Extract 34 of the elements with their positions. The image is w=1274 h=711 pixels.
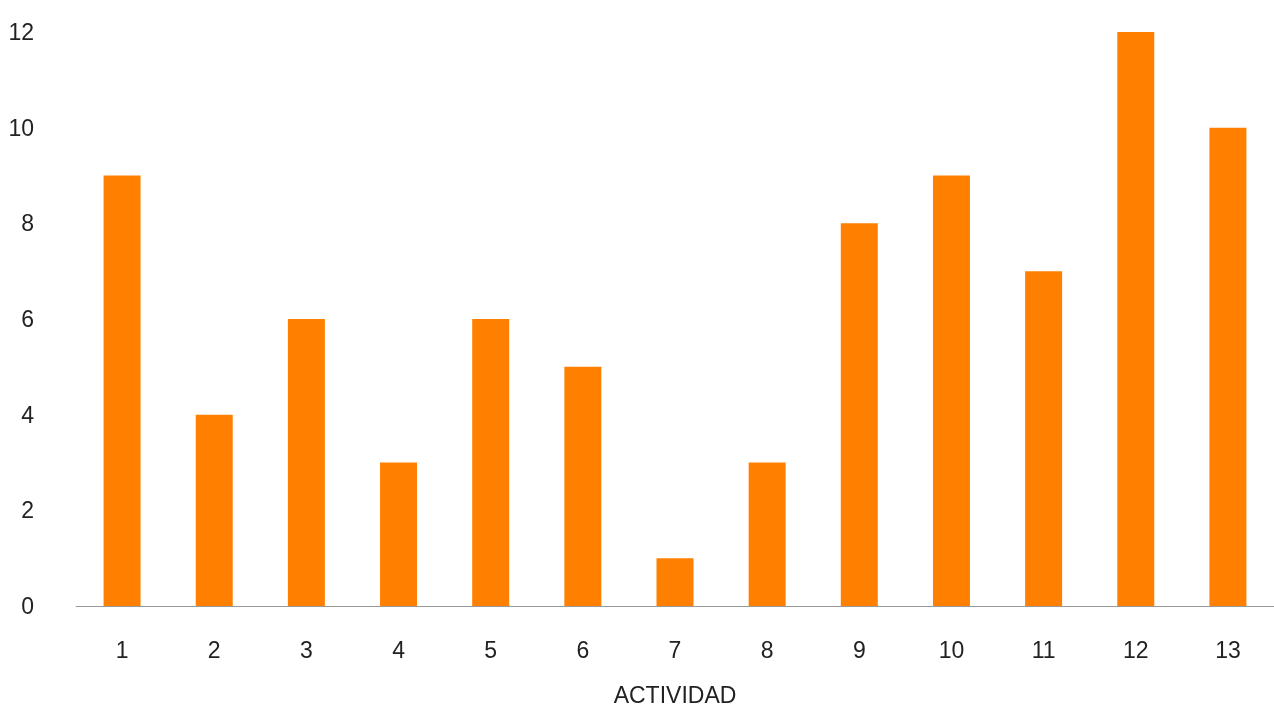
x-tick-label: 8 [760, 636, 774, 663]
x-tick-label: 13 [1215, 636, 1241, 663]
y-tick-label: 10 [8, 114, 34, 141]
bar [103, 175, 141, 606]
x-tick-label: 11 [1031, 636, 1056, 663]
y-tick-label: 4 [21, 401, 35, 428]
x-tick-label: 2 [207, 636, 221, 663]
bar [564, 366, 602, 606]
bar [748, 462, 786, 606]
y-tick-label: 0 [21, 593, 34, 619]
bar [656, 558, 694, 606]
bar [195, 414, 233, 606]
y-tick-label: 6 [21, 306, 34, 332]
x-tick-label: 4 [392, 636, 406, 663]
bar [1209, 127, 1247, 606]
x-tick-label: 6 [576, 636, 590, 663]
bar [380, 462, 418, 606]
bar [1117, 32, 1155, 606]
x-tick-label: 10 [938, 636, 965, 663]
bar [287, 319, 325, 606]
x-tick-label: 12 [1122, 636, 1149, 663]
bar [932, 175, 970, 606]
y-tick-label: 2 [21, 497, 34, 524]
bar [1025, 271, 1063, 606]
y-tick-label: 12 [8, 19, 34, 45]
bar [472, 319, 510, 606]
x-tick-label: 3 [299, 636, 313, 663]
x-axis-title: ACTIVIDAD [613, 681, 737, 708]
x-tick-label: 5 [484, 636, 498, 663]
x-tick-label: 1 [115, 636, 129, 663]
x-tick-label: 9 [852, 636, 866, 663]
y-tick-label: 8 [21, 210, 34, 237]
bar [840, 223, 878, 606]
x-tick-label: 7 [668, 636, 682, 663]
